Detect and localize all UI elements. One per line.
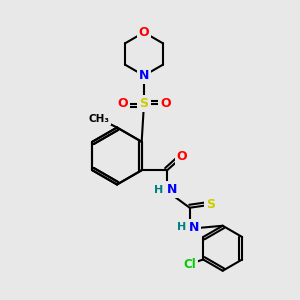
Text: O: O	[160, 97, 171, 110]
Text: Cl: Cl	[183, 257, 196, 271]
Text: N: N	[167, 183, 177, 196]
Text: S: S	[206, 198, 215, 211]
Text: O: O	[139, 26, 149, 39]
Text: S: S	[140, 97, 148, 110]
Text: O: O	[177, 150, 188, 163]
Text: N: N	[189, 221, 200, 234]
Text: O: O	[117, 97, 128, 110]
Text: N: N	[139, 69, 149, 82]
Text: H: H	[154, 185, 164, 195]
Text: H: H	[177, 222, 186, 232]
Text: CH₃: CH₃	[88, 113, 110, 124]
